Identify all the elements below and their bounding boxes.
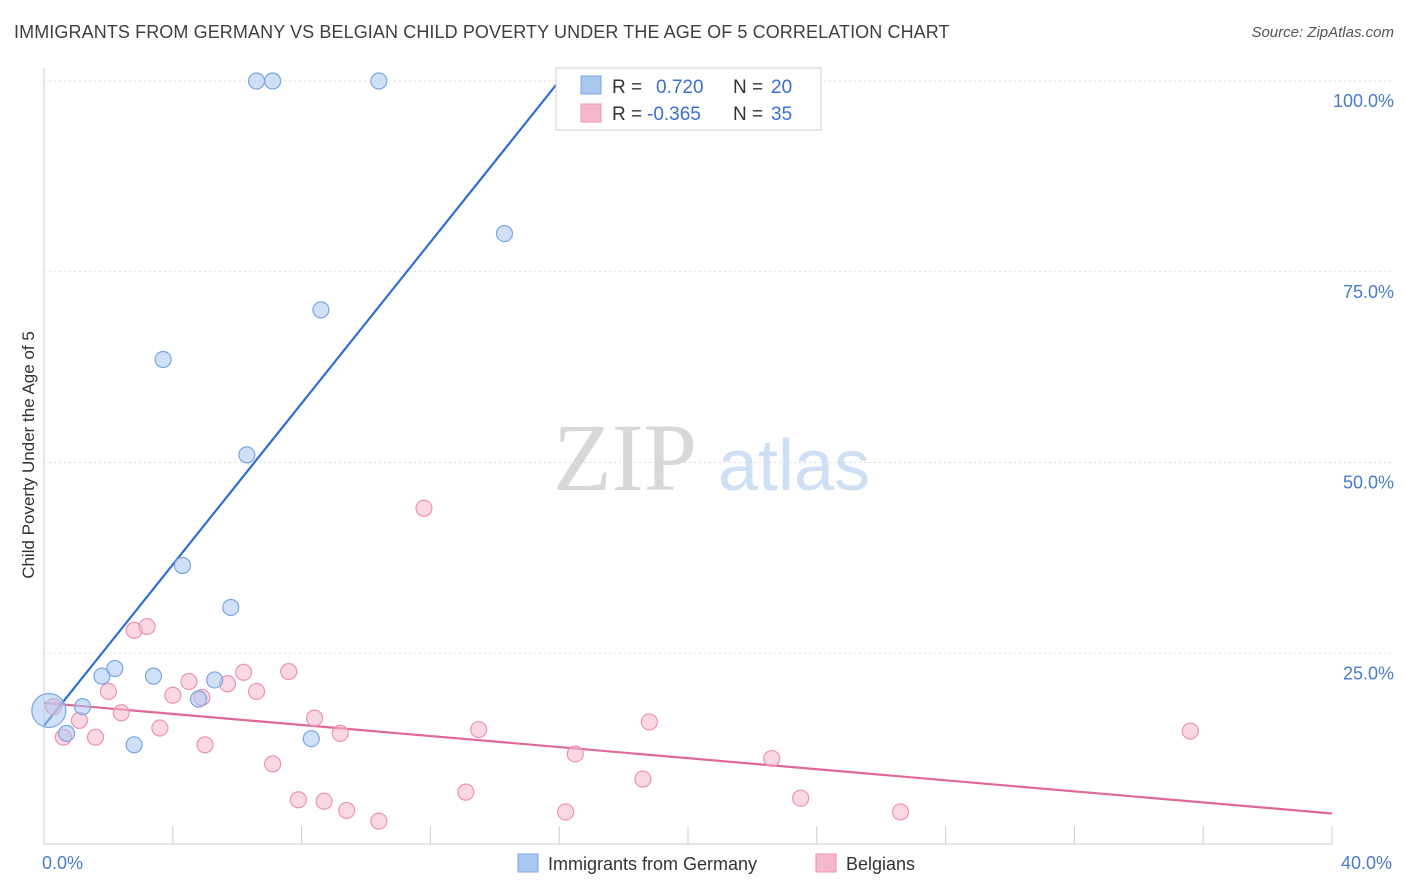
point-belgians-5 xyxy=(112,704,130,722)
point-germany-12 xyxy=(238,446,256,464)
series-legend-label-belgians: Belgians xyxy=(846,854,915,874)
point-germany-14 xyxy=(264,72,282,90)
point-germany-9 xyxy=(189,690,208,708)
point-belgians-14 xyxy=(235,663,253,681)
point-belgians-31 xyxy=(763,749,781,768)
point-belgians-28 xyxy=(566,745,584,763)
point-germany-5 xyxy=(125,736,143,754)
point-belgians-20 xyxy=(315,792,333,810)
point-belgians-22 xyxy=(338,801,356,820)
legend-r-label-belgians: R = xyxy=(612,104,642,125)
legend-swatch-belgians xyxy=(580,103,602,123)
y-tick-labels: 25.0% 50.0% 75.0% 100.0% xyxy=(1333,91,1394,683)
point-belgians-34 xyxy=(1181,722,1199,740)
source-label: Source: ZipAtlas.com xyxy=(1251,24,1394,41)
grid-lines xyxy=(44,80,1392,654)
point-belgians-7 xyxy=(138,617,156,636)
point-belgians-25 xyxy=(457,783,475,801)
legend-r-value-belgians: -0.365 xyxy=(647,104,701,125)
point-belgians-16 xyxy=(264,755,282,773)
y-tick-label-3: 100.0% xyxy=(1333,91,1394,111)
x-tick-label-max: 40.0% xyxy=(1341,853,1392,873)
y-tick-label-0: 25.0% xyxy=(1343,663,1394,683)
series-legend-swatch-belgians xyxy=(815,853,837,873)
point-belgians-23 xyxy=(370,812,388,830)
point-belgians-26 xyxy=(470,720,488,739)
stats-legend: R = 0.720 N = 20 R = -0.365 N = 35 xyxy=(555,67,822,131)
legend-r-value-germany: 0.720 xyxy=(656,77,704,98)
trend-line-belgians xyxy=(43,701,1333,815)
point-belgians-15 xyxy=(247,682,266,701)
point-germany-1 xyxy=(57,724,76,742)
point-belgians-30 xyxy=(640,713,658,731)
point-belgians-3 xyxy=(86,728,105,746)
series-legend: Immigrants from Germany Belgians xyxy=(517,853,915,874)
series-legend-label-germany: Immigrants from Germany xyxy=(548,854,757,874)
point-belgians-27 xyxy=(557,803,575,821)
point-germany-16 xyxy=(312,301,330,319)
point-germany-15 xyxy=(302,730,320,748)
point-belgians-17 xyxy=(280,662,298,681)
x-tick-label-min: 0.0% xyxy=(42,853,83,873)
point-germany-2 xyxy=(74,698,92,716)
series-legend-swatch-germany xyxy=(517,853,539,873)
legend-n-label-belgians: N = xyxy=(733,104,763,125)
y-tick-label-1: 50.0% xyxy=(1343,473,1394,493)
point-belgians-29 xyxy=(634,770,652,788)
point-germany-4 xyxy=(106,659,124,678)
scatter-points xyxy=(31,72,1199,830)
point-germany-8 xyxy=(173,556,192,575)
legend-n-label-germany: N = xyxy=(733,77,763,98)
trend-lines xyxy=(43,80,1333,815)
point-germany-13 xyxy=(247,72,266,90)
point-germany-3 xyxy=(93,667,111,685)
trend-line-germany xyxy=(43,80,561,727)
point-belgians-32 xyxy=(792,789,810,807)
point-belgians-24 xyxy=(415,499,433,517)
point-germany-17 xyxy=(370,72,388,90)
legend-r-label-germany: R = xyxy=(612,77,642,98)
point-belgians-10 xyxy=(180,672,198,691)
legend-n-value-germany: 20 xyxy=(771,77,792,98)
point-germany-6 xyxy=(144,667,163,685)
chart-title: IMMIGRANTS FROM GERMANY VS BELGIAN CHILD… xyxy=(14,22,950,42)
point-belgians-18 xyxy=(289,791,307,809)
watermark-zip: ZIP xyxy=(553,404,697,511)
point-germany-0 xyxy=(31,692,67,729)
legend-swatch-germany xyxy=(580,75,602,95)
point-belgians-8 xyxy=(151,719,169,737)
point-belgians-12 xyxy=(196,736,214,754)
point-belgians-4 xyxy=(99,682,118,701)
legend-n-value-belgians: 35 xyxy=(771,104,792,125)
y-axis-label: Child Poverty Under the Age of 5 xyxy=(19,331,38,579)
point-germany-18 xyxy=(495,225,514,243)
point-belgians-19 xyxy=(305,709,324,727)
point-germany-11 xyxy=(222,598,240,617)
point-belgians-33 xyxy=(891,803,910,821)
point-belgians-9 xyxy=(164,686,182,704)
watermark-atlas: atlas xyxy=(718,426,870,506)
y-tick-label-2: 75.0% xyxy=(1343,282,1394,302)
point-germany-10 xyxy=(206,671,224,689)
point-germany-7 xyxy=(154,350,172,369)
point-belgians-21 xyxy=(331,724,349,742)
